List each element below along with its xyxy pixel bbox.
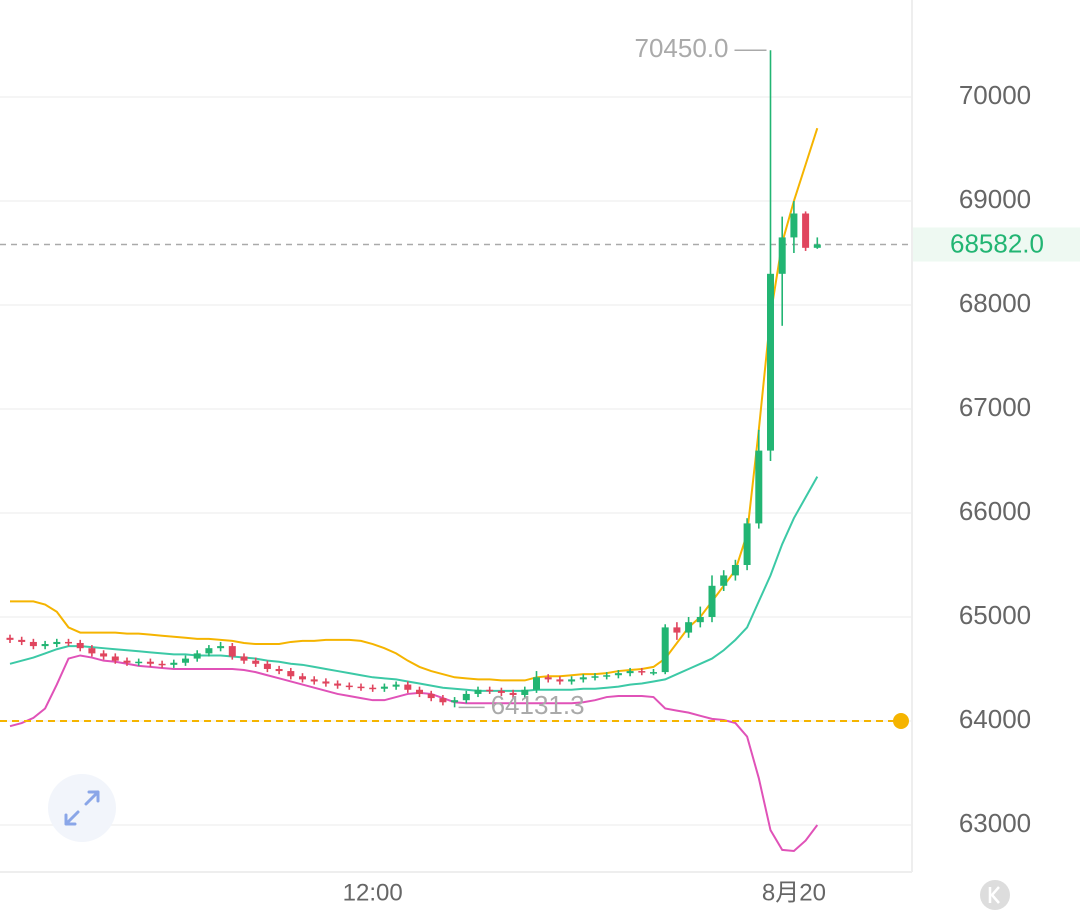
scroll-end-button[interactable] <box>980 880 1010 910</box>
alert-dot <box>893 712 909 729</box>
candle-body <box>357 686 365 689</box>
candle-body <box>462 693 470 701</box>
candle-body <box>544 677 552 680</box>
candle-body <box>813 244 821 248</box>
candle-body <box>696 616 704 623</box>
candle-body <box>568 679 576 682</box>
y-tick-label: 63000 <box>959 808 1031 838</box>
candle-body <box>310 679 318 682</box>
y-tick-label: 69000 <box>959 184 1031 214</box>
candle-body <box>322 681 330 684</box>
candle-body <box>802 213 810 248</box>
candle-body <box>29 641 37 647</box>
band-line <box>9 476 819 692</box>
y-tick-label: 64000 <box>959 704 1031 734</box>
annotation-label: 64131.3 <box>491 690 585 720</box>
candle-body <box>380 686 388 689</box>
candle-body <box>345 685 353 688</box>
candle-body <box>708 585 716 617</box>
candle-body <box>170 662 178 665</box>
candle-body <box>65 641 72 644</box>
candle-body <box>685 622 693 633</box>
candle-body <box>6 637 14 640</box>
candle-body <box>404 684 412 690</box>
scroll-end-icon[interactable] <box>988 886 1000 904</box>
candle-body <box>392 684 400 687</box>
y-tick-label: 66000 <box>959 496 1031 526</box>
candle-body <box>263 663 271 669</box>
candle-body <box>427 693 435 699</box>
candle-body <box>661 627 669 673</box>
candle-body <box>720 575 728 586</box>
candle-body <box>88 648 96 654</box>
candle-body <box>579 677 587 680</box>
annotation-label: 70450.0 <box>635 33 729 63</box>
candle-body <box>790 213 798 238</box>
candle-body <box>146 661 154 664</box>
candle-body <box>591 676 599 678</box>
candle-body <box>299 676 306 680</box>
y-tick-label: 70000 <box>959 80 1031 110</box>
candle-body <box>182 658 189 663</box>
candle-body <box>18 639 26 642</box>
candle-body <box>521 689 529 695</box>
candle-body <box>252 660 260 664</box>
candle-body <box>135 661 143 664</box>
candle-body <box>778 237 786 274</box>
candle-body <box>228 646 236 657</box>
candle-body <box>509 692 517 695</box>
y-tick-label: 65000 <box>959 600 1031 630</box>
candle-body <box>158 663 166 666</box>
candle-body <box>533 677 540 690</box>
expand-icon[interactable] <box>64 790 100 826</box>
candle-body <box>439 698 447 703</box>
candle-body <box>451 700 459 703</box>
candle-body <box>205 648 213 654</box>
band-line <box>9 654 819 853</box>
candle-body <box>416 689 423 694</box>
candle-body <box>334 683 342 686</box>
x-tick-label: 8月20 <box>762 879 826 906</box>
candle-body <box>673 627 681 633</box>
candle-body <box>217 646 225 649</box>
y-tick-label: 68000 <box>959 288 1031 318</box>
candle-body <box>638 671 646 673</box>
candle-body <box>111 656 119 661</box>
candle-body <box>193 653 201 659</box>
candle-body <box>614 673 622 676</box>
candle-body <box>767 273 774 451</box>
band-line <box>10 127 819 682</box>
x-tick-label: 12:00 <box>343 879 403 906</box>
expand-button[interactable] <box>48 774 116 842</box>
y-tick-label: 67000 <box>959 392 1031 422</box>
candle-body <box>240 656 248 661</box>
candle-body <box>53 641 61 645</box>
scroll-end-bg[interactable] <box>980 880 1010 910</box>
candle-body <box>287 671 295 677</box>
candle-body <box>76 642 84 649</box>
candle-body <box>650 672 657 674</box>
expand-button-bg[interactable] <box>48 774 116 842</box>
candle-body <box>743 523 751 565</box>
candle-body <box>731 564 739 576</box>
candle-body <box>369 687 377 690</box>
candle-body <box>486 689 494 692</box>
last-price-bg <box>913 227 1080 262</box>
candle-body <box>497 690 505 693</box>
candle-body <box>603 675 611 677</box>
candle-body <box>41 644 49 647</box>
candle-body <box>755 450 763 524</box>
candle-body <box>100 653 108 657</box>
candle-body <box>123 660 131 663</box>
last-price-label: 68582.0 <box>950 228 1044 258</box>
candle-body <box>556 679 564 682</box>
candle-body <box>626 671 634 674</box>
candle-body <box>474 689 482 694</box>
candle-body <box>275 668 283 672</box>
